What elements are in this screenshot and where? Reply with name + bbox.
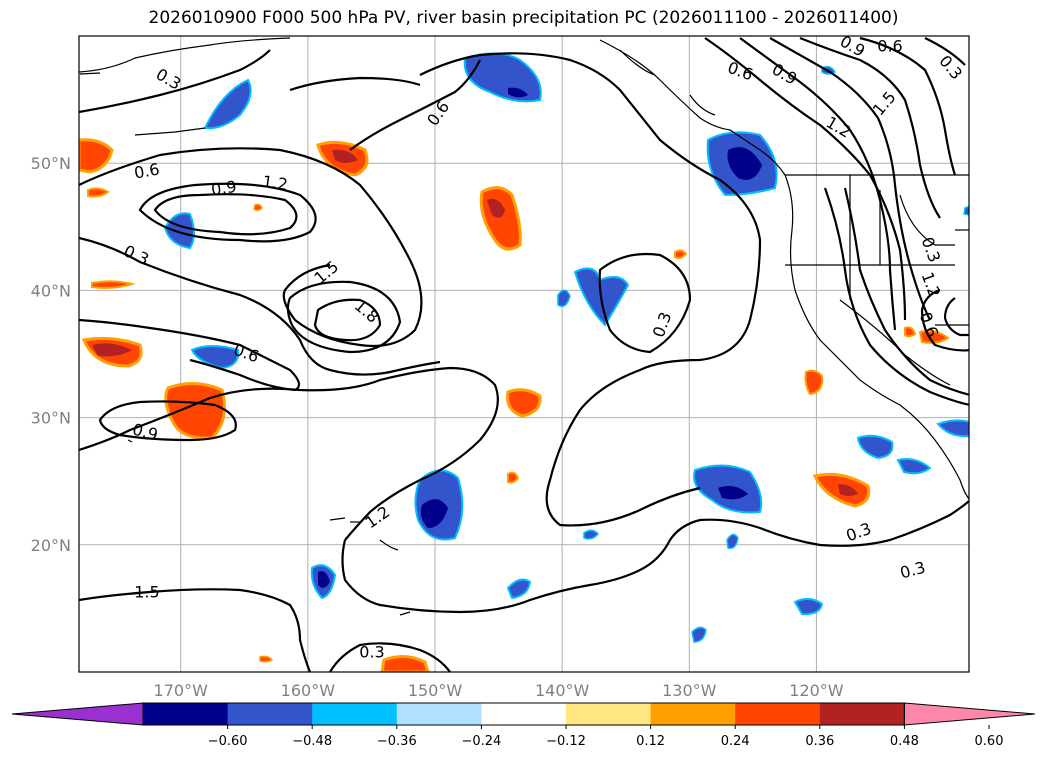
- latitude-labels: 50°N 40°N 30°N 20°N: [31, 154, 71, 555]
- lat-tick-label: 40°N: [31, 281, 71, 300]
- pos-patch: [79, 138, 114, 174]
- pos-patch: [674, 249, 688, 259]
- lat-tick-label: 30°N: [31, 409, 71, 428]
- colorbar-segment: [481, 703, 567, 725]
- pos-patch: [332, 149, 358, 163]
- colorbar-tick-label: −0.60: [208, 734, 248, 749]
- neg-patch: [793, 598, 824, 616]
- contour-label: 0.3: [359, 643, 384, 662]
- longitude-labels: 170°W 160°W 150°W 140°W 130°W 120°W: [154, 681, 844, 700]
- colorbar: −0.60 −0.48 −0.36 −0.24 −0.12 0.12 0.24 0.36 0.4…: [11, 702, 1036, 749]
- colorbar-tick-label: −0.24: [461, 734, 501, 749]
- neg-patch: [508, 87, 528, 98]
- neg-patch: [726, 533, 739, 550]
- neg-patch: [583, 529, 599, 540]
- neg-patch: [190, 345, 240, 370]
- pos-patch: [253, 203, 263, 212]
- colorbar-outline: [142, 702, 905, 726]
- lon-tick-label: 130°W: [662, 681, 717, 700]
- contour-label: 0.6: [877, 37, 902, 56]
- pos-patch: [87, 187, 110, 198]
- neg-patch: [463, 52, 542, 103]
- colorbar-extend-max: [903, 702, 1036, 726]
- colorbar-tick-label: −0.36: [377, 734, 417, 749]
- colorbar-segment: [819, 703, 905, 725]
- pos-patch: [380, 655, 430, 672]
- contour-label: 1.5: [134, 583, 159, 602]
- colorbar-tick-label: 0.24: [721, 734, 750, 749]
- colorbar-segment: [650, 703, 736, 725]
- contour-label: 0.9: [210, 177, 238, 199]
- pos-patch: [506, 388, 542, 418]
- neg-patch: [506, 578, 532, 600]
- colorbar-tick-label: −0.48: [292, 734, 332, 749]
- neg-patch: [557, 289, 571, 308]
- neg-patch: [896, 458, 932, 475]
- colorbar-tick-label: 0.48: [890, 734, 919, 749]
- pos-patch: [904, 326, 917, 338]
- precip-patches: [79, 52, 969, 672]
- contour-label: 0.6: [133, 159, 161, 182]
- lat-tick-label: 20°N: [31, 536, 71, 555]
- pos-patch: [838, 484, 858, 496]
- pos-patch: [487, 198, 505, 218]
- map-title: 2026010900 F000 500 hPa PV, river basin …: [148, 8, 899, 28]
- lon-tick-label: 120°W: [789, 681, 844, 700]
- neg-patch: [718, 486, 748, 500]
- colorbar-segment: [396, 703, 482, 725]
- lon-tick-label: 160°W: [281, 681, 336, 700]
- pos-patch: [804, 369, 824, 396]
- pos-patch: [91, 280, 136, 289]
- neg-patch: [727, 147, 762, 180]
- neg-patch: [936, 419, 969, 438]
- neg-patch: [691, 626, 707, 643]
- colorbar-tick-label: 0.36: [805, 734, 834, 749]
- colorbar-segment: [312, 703, 398, 725]
- colorbar-segment: [143, 703, 229, 725]
- pv-contours: [79, 36, 969, 672]
- pos-patch: [507, 471, 520, 484]
- colorbar-segment: [735, 703, 821, 725]
- lon-tick-label: 150°W: [408, 681, 463, 700]
- pos-patch: [259, 655, 274, 663]
- colorbar-tick-label: 0.12: [636, 734, 665, 749]
- colorbar-extend-min: [11, 702, 144, 726]
- neg-patch: [203, 78, 252, 130]
- contour-label: 1.2: [261, 172, 289, 194]
- neg-patch: [963, 205, 969, 216]
- pos-patch: [92, 343, 132, 357]
- lat-tick-label: 50°N: [31, 154, 71, 173]
- lon-tick-label: 140°W: [535, 681, 590, 700]
- lon-tick-label: 170°W: [154, 681, 209, 700]
- colorbar-segment: [227, 703, 313, 725]
- colorbar-tick-label: −0.12: [546, 734, 586, 749]
- colorbar-tick-label: 0.60: [975, 734, 1004, 749]
- neg-patch: [856, 434, 894, 460]
- neg-patch: [318, 571, 330, 588]
- map-frame: [78, 35, 970, 673]
- colorbar-segment: [566, 703, 652, 725]
- neg-patch: [420, 499, 448, 528]
